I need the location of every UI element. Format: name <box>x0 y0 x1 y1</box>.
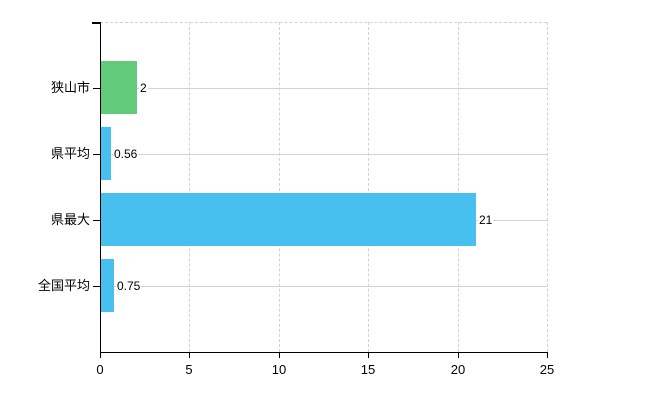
bar-3 <box>101 259 114 312</box>
value-label-1: 0.56 <box>113 146 139 162</box>
x-tick-label-2: 10 <box>271 362 287 377</box>
value-label-0: 2 <box>139 80 148 96</box>
x-axis-tick <box>368 352 369 358</box>
bar-1 <box>101 127 111 180</box>
x-tick-label-0: 0 <box>96 362 104 377</box>
plot-top-border <box>100 22 547 23</box>
category-label-2: 県最大 <box>50 212 90 227</box>
category-label-3: 全国平均 <box>37 278 90 293</box>
y-axis-top-tick <box>92 22 100 24</box>
x-axis-tick <box>100 352 101 358</box>
gridline-vertical <box>368 22 369 352</box>
y-axis-line <box>100 22 101 353</box>
x-tick-label-3: 15 <box>360 362 376 377</box>
y-axis-tick <box>93 88 100 89</box>
x-tick-label-4: 20 <box>450 362 466 377</box>
plot-right-border <box>547 22 548 352</box>
value-label-2: 21 <box>478 212 494 228</box>
gridline-horizontal <box>100 154 547 155</box>
gridline-vertical <box>189 22 190 352</box>
y-axis-tick <box>93 220 100 221</box>
x-axis-tick <box>547 352 548 358</box>
x-axis-tick <box>189 352 190 358</box>
x-axis-line <box>100 352 548 353</box>
x-axis-tick <box>279 352 280 358</box>
category-label-1: 県平均 <box>50 146 90 161</box>
gridline-horizontal <box>100 88 547 89</box>
bar-0 <box>101 61 137 114</box>
y-axis-tick <box>93 154 100 155</box>
value-label-3: 0.75 <box>116 278 142 294</box>
x-axis-tick <box>458 352 459 358</box>
gridline-vertical <box>279 22 280 352</box>
bar-2 <box>101 193 476 246</box>
category-label-0: 狭山市 <box>50 80 90 95</box>
gridline-vertical <box>458 22 459 352</box>
gridline-horizontal <box>100 286 547 287</box>
x-tick-label-1: 5 <box>185 362 193 377</box>
x-tick-label-5: 25 <box>539 362 555 377</box>
y-axis-tick <box>93 286 100 287</box>
